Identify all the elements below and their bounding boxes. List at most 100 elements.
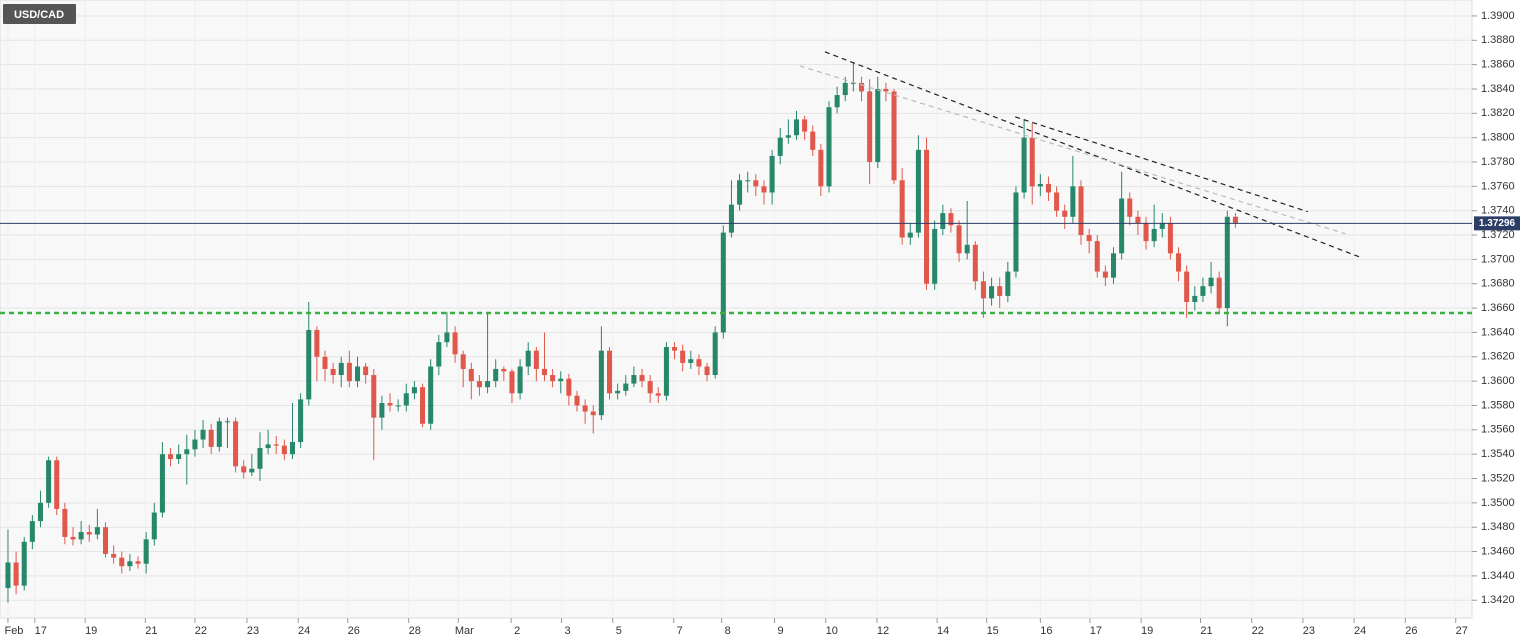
y-tick-label: 1.3600	[1481, 375, 1515, 387]
candle-body	[696, 359, 702, 367]
candle-body	[1005, 271, 1011, 296]
candle-body	[346, 362, 352, 382]
y-tick-label: 1.3520	[1481, 472, 1515, 484]
x-tick-label: 28	[409, 625, 421, 637]
candle-body	[151, 512, 157, 540]
candle-body	[233, 421, 239, 467]
y-tick-label: 1.3620	[1481, 351, 1515, 363]
candle-body	[517, 366, 523, 394]
candle-body	[956, 225, 962, 254]
y-tick-label: 1.3880	[1481, 34, 1515, 46]
candle-body	[1045, 183, 1051, 193]
candle-body	[29, 521, 35, 542]
candle-body	[850, 82, 856, 84]
candle-body	[541, 368, 548, 376]
y-tick-label: 1.3460	[1481, 545, 1515, 557]
x-tick-label: 14	[937, 625, 949, 637]
candle-body	[1013, 192, 1019, 272]
candle-body	[354, 366, 361, 382]
candle-body	[1151, 228, 1157, 242]
candle-body	[720, 232, 726, 333]
candle-body	[94, 527, 100, 535]
candle-body	[915, 149, 921, 233]
candle-body	[168, 454, 174, 460]
candle-body	[257, 448, 263, 469]
candle-body	[964, 244, 970, 254]
candle-body	[980, 281, 986, 299]
x-tick-label: 24	[298, 625, 310, 637]
x-tick-label: 22	[1252, 625, 1264, 637]
candle-body	[476, 381, 482, 388]
y-tick-label: 1.3560	[1481, 424, 1515, 436]
candle-body	[1119, 198, 1125, 254]
candle-body	[102, 527, 109, 554]
candle-body	[444, 332, 450, 343]
candle-body	[241, 466, 247, 473]
x-tick-label: 27	[1456, 625, 1468, 637]
candle-body	[298, 399, 304, 442]
y-tick-label: 1.3900	[1481, 10, 1515, 22]
candle-body	[948, 213, 954, 226]
candle-body	[1021, 137, 1027, 193]
x-tick-label: 23	[247, 625, 259, 637]
x-tick-label: 19	[85, 625, 97, 637]
candle-body	[1159, 222, 1165, 229]
candle-body	[78, 532, 84, 540]
candle-body	[485, 381, 491, 388]
x-tick-label: 17	[1090, 625, 1102, 637]
candle-body	[363, 366, 369, 376]
y-tick-label: 1.3440	[1481, 570, 1515, 582]
candle-body	[1176, 253, 1182, 272]
candle-body	[452, 332, 458, 355]
candle-body	[330, 368, 336, 376]
x-tick-label: 16	[1040, 625, 1052, 637]
candle-body	[777, 137, 783, 156]
y-tick-label: 1.3580	[1481, 399, 1515, 411]
candle-body	[1224, 216, 1230, 309]
candle-body	[793, 119, 799, 136]
candle-body	[566, 378, 572, 396]
candle-body	[1070, 186, 1076, 217]
candle-body	[972, 244, 978, 282]
candle-body	[403, 393, 409, 406]
x-tick-label: 8	[725, 625, 731, 637]
candle-body	[883, 88, 889, 92]
candle-body	[159, 454, 165, 513]
candle-body	[1037, 183, 1043, 187]
candle-body	[86, 532, 92, 535]
candle-body	[1143, 222, 1149, 242]
candle-body	[289, 441, 296, 455]
candle-body	[558, 378, 564, 382]
y-tick-label: 1.3860	[1481, 59, 1515, 71]
candle-body	[761, 186, 767, 193]
candle-body	[997, 286, 1003, 296]
candle-body	[899, 180, 905, 238]
candle-body	[54, 460, 60, 509]
candle-body	[70, 536, 76, 540]
candle-body	[802, 119, 808, 132]
x-tick-label: 21	[145, 625, 157, 637]
candle-body	[639, 375, 645, 382]
x-tick-label: Mar	[455, 625, 474, 637]
y-tick-label: 1.3800	[1481, 132, 1515, 144]
x-tick-label: 24	[1354, 625, 1366, 637]
candle-body	[672, 347, 678, 351]
candle-body	[574, 395, 580, 406]
candle-body	[655, 393, 661, 396]
candle-body	[550, 375, 556, 382]
candle-body	[314, 329, 320, 357]
candle-body	[501, 368, 507, 372]
candle-body	[590, 411, 596, 416]
candle-body	[1208, 277, 1214, 287]
y-tick-label: 1.3820	[1481, 107, 1515, 119]
y-tick-label: 1.3700	[1481, 253, 1515, 265]
candle-body	[769, 155, 775, 193]
candle-body	[460, 354, 466, 369]
candle-body	[1094, 241, 1100, 272]
current-price-box	[1474, 216, 1520, 231]
candle-body	[21, 541, 27, 586]
candle-body	[1200, 286, 1206, 296]
trend-line	[1014, 116, 1308, 213]
candle-body	[322, 356, 328, 369]
y-tick-label: 1.3840	[1481, 83, 1515, 95]
